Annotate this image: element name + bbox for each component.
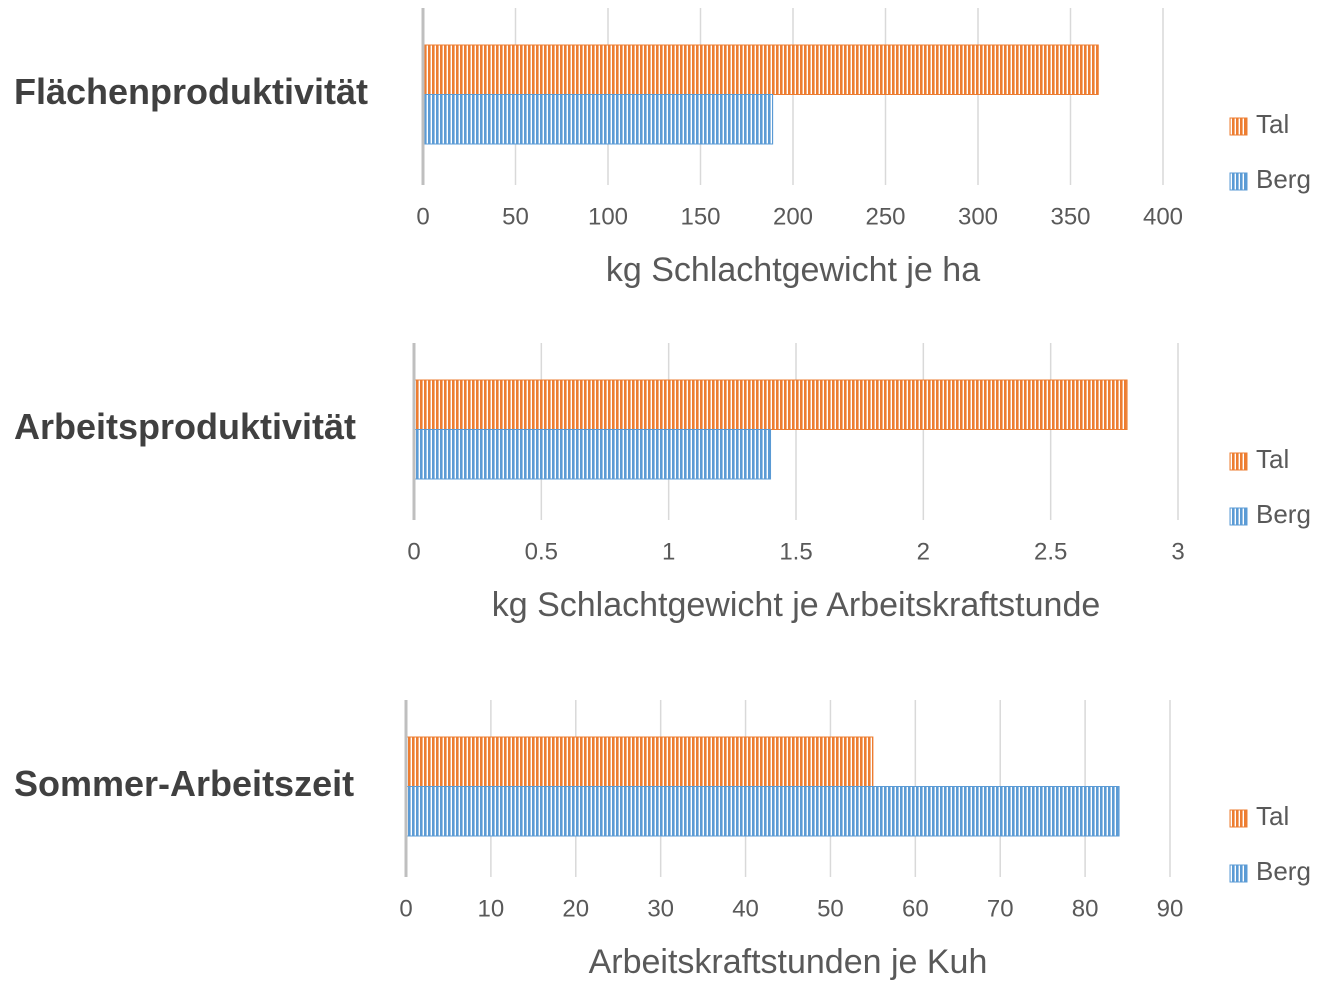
bar — [413, 379, 1128, 430]
category-label: Flächenproduktivität — [14, 71, 368, 112]
x-tick-label: 0 — [407, 538, 420, 565]
legend-label: Berg — [1256, 856, 1311, 886]
x-axis-label: Arbeitskraftstunden je Kuh — [589, 943, 988, 981]
legend-swatch — [1229, 117, 1248, 136]
x-tick-label: 10 — [478, 895, 505, 922]
x-tick-label: 0 — [416, 203, 429, 230]
bar — [422, 94, 774, 145]
x-tick-label: 3 — [1171, 538, 1184, 565]
bar — [405, 786, 1120, 837]
legend-label: Berg — [1256, 164, 1311, 194]
x-tick-label: 2 — [917, 538, 930, 565]
x-tick-label: 50 — [817, 895, 844, 922]
x-tick-label: 30 — [647, 895, 674, 922]
x-tick-label: 80 — [1072, 895, 1099, 922]
legend-swatch — [1229, 864, 1248, 883]
legend-label: Berg — [1256, 499, 1311, 529]
x-tick-label: 2.5 — [1034, 538, 1067, 565]
legend-swatch — [1229, 507, 1248, 526]
x-tick-label: 200 — [773, 203, 813, 230]
bar — [405, 736, 874, 787]
legend-swatch — [1229, 452, 1248, 471]
legend-swatch — [1229, 809, 1248, 828]
x-tick-label: 150 — [680, 203, 720, 230]
x-tick-label: 50 — [502, 203, 529, 230]
x-tick-label: 20 — [562, 895, 589, 922]
x-tick-label: 1 — [662, 538, 675, 565]
x-tick-label: 90 — [1157, 895, 1184, 922]
x-tick-label: 0 — [399, 895, 412, 922]
legend-label: Tal — [1256, 444, 1289, 474]
x-tick-label: 250 — [865, 203, 905, 230]
category-label: Sommer-Arbeitszeit — [14, 763, 354, 804]
x-tick-label: 350 — [1050, 203, 1090, 230]
x-tick-label: 60 — [902, 895, 929, 922]
x-tick-label: 400 — [1143, 203, 1183, 230]
x-tick-label: 40 — [732, 895, 759, 922]
x-axis-label: kg Schlachtgewicht je ha — [606, 251, 980, 289]
x-tick-label: 300 — [958, 203, 998, 230]
x-tick-label: 1.5 — [779, 538, 812, 565]
x-tick-label: 0.5 — [525, 538, 558, 565]
x-axis-label: kg Schlachtgewicht je Arbeitskraftstunde — [492, 586, 1101, 624]
category-label: Arbeitsproduktivität — [14, 406, 356, 447]
x-tick-label: 100 — [588, 203, 628, 230]
legend-swatch — [1229, 172, 1248, 191]
bar — [413, 429, 772, 480]
bar — [422, 44, 1099, 95]
legend-label: Tal — [1256, 109, 1289, 139]
x-tick-label: 70 — [987, 895, 1014, 922]
legend-label: Tal — [1256, 801, 1289, 831]
